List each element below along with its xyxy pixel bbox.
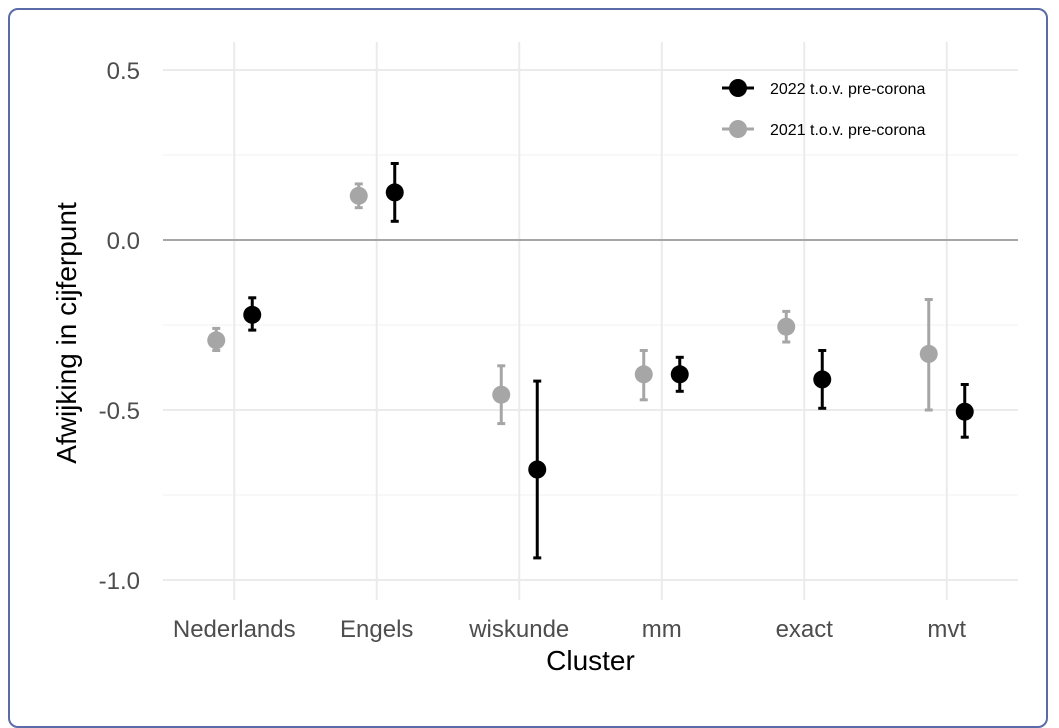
y-tick-label: -1.0 [99, 568, 140, 595]
y-axis-title: Afwijking in cijferpunt [51, 202, 82, 464]
data-marks [207, 162, 974, 560]
x-axis-title: Cluster [546, 645, 635, 676]
point-2021-Engels [349, 186, 368, 205]
chart-frame [8, 8, 1048, 728]
point-2022-mm [670, 365, 689, 384]
point-2021-wiskunde [492, 385, 511, 404]
point-2021-exact [777, 317, 796, 336]
point-2022-Engels [385, 183, 404, 202]
x-tick-label-mvt: mvt [927, 616, 966, 643]
legend-label-2022: 2022 t.o.v. pre-corona [770, 81, 925, 98]
x-tick-label-Nederlands: Nederlands [173, 616, 296, 643]
legend-swatch-dot-2022 [729, 79, 747, 97]
point-2022-exact [813, 370, 832, 389]
grid-lines [163, 42, 1018, 600]
legend: 2022 t.o.v. pre-corona 2021 t.o.v. pre-c… [722, 79, 925, 139]
legend-swatch-dot-2021 [729, 120, 747, 138]
point-2021-mvt [919, 344, 938, 363]
point-2022-mvt [955, 402, 974, 421]
y-tick-label: 0.5 [107, 58, 140, 85]
point-2021-Nederlands [207, 331, 226, 350]
x-axis-ticks: Nederlands Engels wiskunde mm exact mvt [173, 616, 967, 643]
y-tick-label: 0.0 [107, 228, 140, 255]
x-tick-label-mm: mm [642, 616, 682, 643]
y-axis-ticks: 0.5 0.0 -0.5 -1.0 [99, 58, 140, 595]
point-2022-wiskunde [528, 460, 547, 479]
x-tick-label-exact: exact [776, 616, 834, 643]
point-2021-mm [634, 365, 653, 384]
x-tick-label-Engels: Engels [340, 616, 413, 643]
legend-label-2021: 2021 t.o.v. pre-corona [770, 122, 925, 139]
x-tick-label-wiskunde: wiskunde [468, 616, 569, 643]
y-tick-label: -0.5 [99, 398, 140, 425]
point-2022-Nederlands [243, 305, 262, 324]
